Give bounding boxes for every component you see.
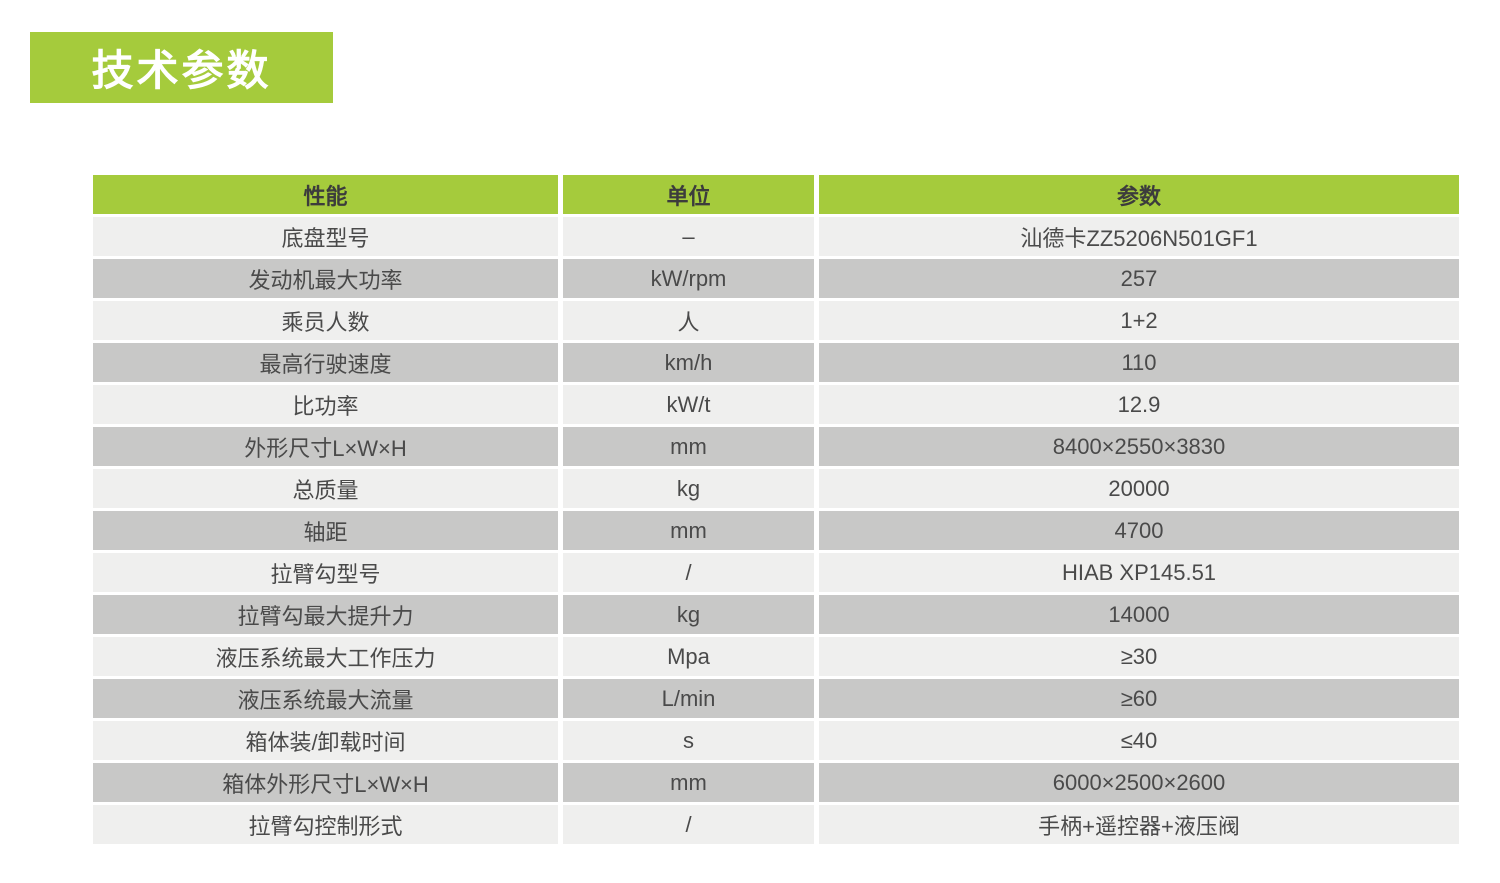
table-header-row: 性能 单位 参数 — [93, 175, 1459, 214]
performance-cell: 拉臂勾型号 — [93, 553, 558, 592]
table-row: 液压系统最大工作压力 Mpa ≥30 — [93, 637, 1459, 676]
table-row: 箱体装/卸载时间 s ≤40 — [93, 721, 1459, 760]
performance-cell: 拉臂勾控制形式 — [93, 805, 558, 844]
value-cell: 6000×2500×2600 — [819, 763, 1459, 802]
unit-cell: s — [563, 721, 814, 760]
performance-cell: 箱体外形尺寸L×W×H — [93, 763, 558, 802]
table-row: 乘员人数 人 1+2 — [93, 301, 1459, 340]
table-row: 外形尺寸L×W×H mm 8400×2550×3830 — [93, 427, 1459, 466]
value-cell: 汕德卡ZZ5206N501GF1 — [819, 217, 1459, 256]
unit-cell: mm — [563, 511, 814, 550]
unit-cell: 人 — [563, 301, 814, 340]
performance-cell: 液压系统最大工作压力 — [93, 637, 558, 676]
value-cell: HIAB XP145.51 — [819, 553, 1459, 592]
value-cell: ≥60 — [819, 679, 1459, 718]
value-cell: 4700 — [819, 511, 1459, 550]
performance-cell: 轴距 — [93, 511, 558, 550]
section-title-badge: 技术参数 — [30, 32, 333, 103]
performance-cell: 比功率 — [93, 385, 558, 424]
value-cell: 14000 — [819, 595, 1459, 634]
performance-cell: 发动机最大功率 — [93, 259, 558, 298]
unit-cell: / — [563, 553, 814, 592]
unit-cell: kg — [563, 469, 814, 508]
performance-cell: 拉臂勾最大提升力 — [93, 595, 558, 634]
value-cell: ≤40 — [819, 721, 1459, 760]
table-row: 总质量 kg 20000 — [93, 469, 1459, 508]
col-header-parameter: 参数 — [819, 175, 1459, 214]
unit-cell: kg — [563, 595, 814, 634]
table-row: 拉臂勾最大提升力 kg 14000 — [93, 595, 1459, 634]
performance-cell: 液压系统最大流量 — [93, 679, 558, 718]
performance-cell: 乘员人数 — [93, 301, 558, 340]
performance-cell: 箱体装/卸载时间 — [93, 721, 558, 760]
value-cell: ≥30 — [819, 637, 1459, 676]
unit-cell: mm — [563, 763, 814, 802]
performance-cell: 底盘型号 — [93, 217, 558, 256]
table-row: 底盘型号 – 汕德卡ZZ5206N501GF1 — [93, 217, 1459, 256]
table-row: 发动机最大功率 kW/rpm 257 — [93, 259, 1459, 298]
table-row: 拉臂勾型号 / HIAB XP145.51 — [93, 553, 1459, 592]
table-row: 轴距 mm 4700 — [93, 511, 1459, 550]
col-header-unit: 单位 — [563, 175, 814, 214]
value-cell: 12.9 — [819, 385, 1459, 424]
unit-cell: / — [563, 805, 814, 844]
value-cell: 1+2 — [819, 301, 1459, 340]
col-header-performance: 性能 — [93, 175, 558, 214]
value-cell: 手柄+遥控器+液压阀 — [819, 805, 1459, 844]
value-cell: 8400×2550×3830 — [819, 427, 1459, 466]
value-cell: 20000 — [819, 469, 1459, 508]
unit-cell: kW/t — [563, 385, 814, 424]
table-row: 最高行驶速度 km/h 110 — [93, 343, 1459, 382]
table-row: 比功率 kW/t 12.9 — [93, 385, 1459, 424]
table-row: 箱体外形尺寸L×W×H mm 6000×2500×2600 — [93, 763, 1459, 802]
unit-cell: – — [563, 217, 814, 256]
unit-cell: Mpa — [563, 637, 814, 676]
unit-cell: kW/rpm — [563, 259, 814, 298]
performance-cell: 外形尺寸L×W×H — [93, 427, 558, 466]
section-title: 技术参数 — [91, 47, 272, 94]
unit-cell: mm — [563, 427, 814, 466]
table-row: 拉臂勾控制形式 / 手柄+遥控器+液压阀 — [93, 805, 1459, 844]
unit-cell: L/min — [563, 679, 814, 718]
performance-cell: 总质量 — [93, 469, 558, 508]
table-row: 液压系统最大流量 L/min ≥60 — [93, 679, 1459, 718]
unit-cell: km/h — [563, 343, 814, 382]
spec-table: 性能 单位 参数 底盘型号 – 汕德卡ZZ5206N501GF1 发动机最大功率… — [88, 172, 1464, 847]
performance-cell: 最高行驶速度 — [93, 343, 558, 382]
value-cell: 257 — [819, 259, 1459, 298]
value-cell: 110 — [819, 343, 1459, 382]
